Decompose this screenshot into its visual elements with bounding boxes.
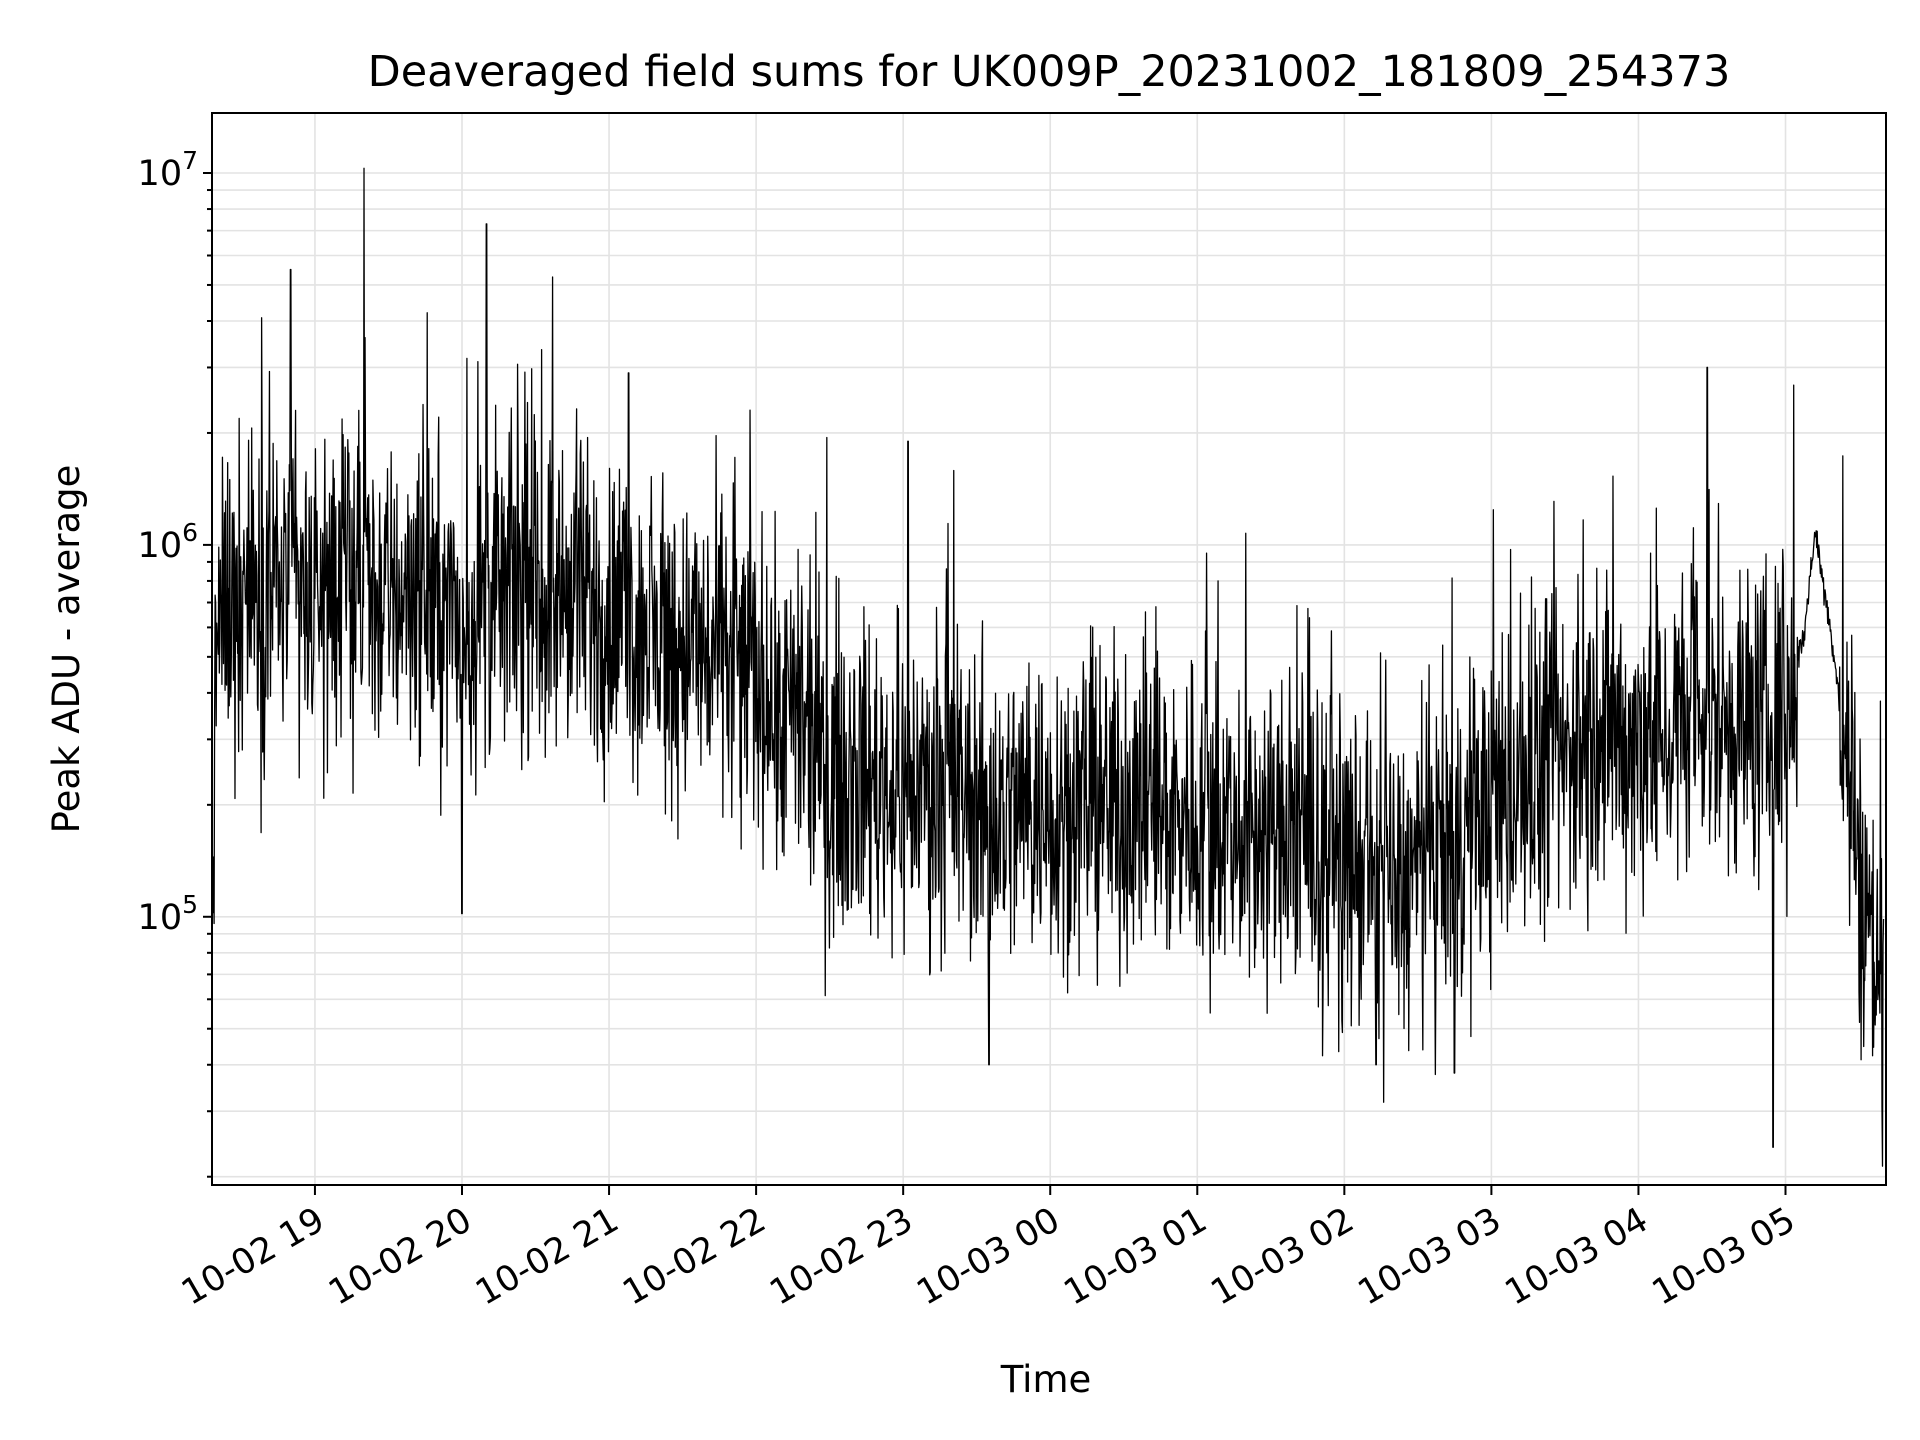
x-tick-label: 10-02 22 [616,1200,772,1313]
series-group [211,167,1885,1167]
plot-frame [211,112,1887,1186]
x-axis-label: Time [1000,1358,1092,1401]
chart-title: Deaveraged field sums for UK009P_2023100… [368,47,1731,97]
y-tick-label: 107 [138,146,198,194]
x-tick-label: 10-02 19 [175,1200,331,1313]
y-tick-label: 106 [138,518,198,566]
x-tick-label: 10-03 05 [1646,1200,1802,1313]
y-axis: 105 106 107 [138,146,212,1178]
y-axis-label: Peak ADU - average [45,465,88,834]
y-tick-label: 105 [138,890,198,938]
x-tick-label: 10-03 02 [1205,1200,1361,1313]
series-line [211,167,1885,1167]
x-tick-label: 10-03 00 [910,1200,1066,1313]
x-tick-label: 10-02 23 [763,1200,919,1313]
x-tick-label: 10-03 04 [1499,1200,1655,1313]
x-tick-label: 10-03 01 [1057,1200,1213,1313]
x-tick-label: 10-02 21 [469,1200,625,1313]
x-tick-label: 10-03 03 [1352,1200,1508,1313]
x-tick-label: 10-02 20 [322,1200,478,1313]
